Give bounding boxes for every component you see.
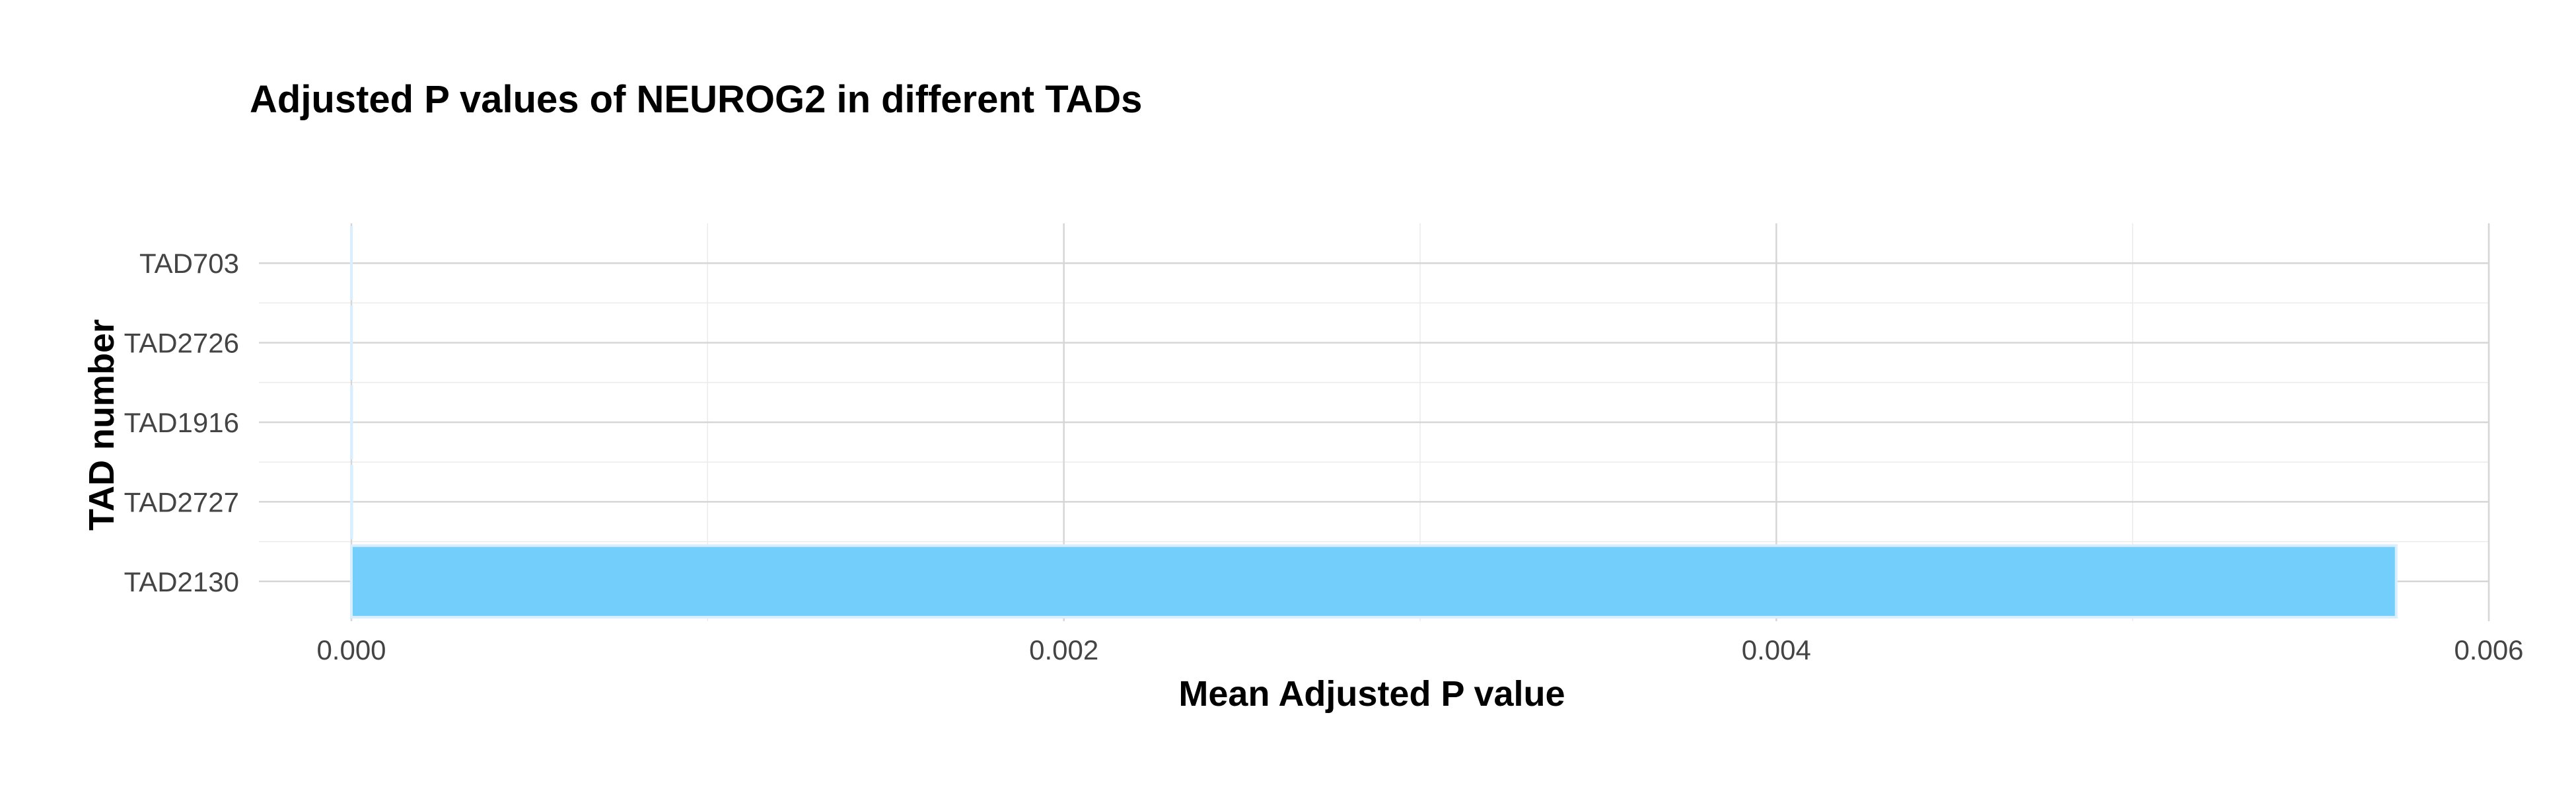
x-axis-title: Mean Adjusted P value bbox=[1178, 674, 1565, 714]
chart-title: Adjusted P values of NEUROG2 in differen… bbox=[250, 78, 1142, 121]
x-axis-tick-labels: 0.000 0.002 0.004 0.006 bbox=[316, 634, 2523, 665]
x-tick-label: 0.000 bbox=[316, 634, 386, 665]
bar-tad2727 bbox=[350, 465, 353, 539]
y-tick-label: TAD703 bbox=[139, 248, 239, 279]
y-tick-label: TAD2130 bbox=[124, 566, 239, 597]
y-axis-tick-labels: TAD2130 TAD2727 TAD1916 TAD2726 TAD703 bbox=[124, 248, 239, 597]
y-tick-label: TAD2727 bbox=[124, 486, 239, 517]
x-tick-label: 0.002 bbox=[1029, 634, 1098, 665]
x-tick-label: 0.004 bbox=[1742, 634, 1811, 665]
bar-tad2130 bbox=[350, 544, 2398, 619]
y-axis-title: TAD number bbox=[82, 319, 122, 531]
y-tick-label: TAD2726 bbox=[124, 328, 239, 359]
y-tick-label: TAD1916 bbox=[124, 407, 239, 438]
bar-series bbox=[350, 226, 2398, 619]
x-tick-label: 0.006 bbox=[2454, 634, 2523, 665]
